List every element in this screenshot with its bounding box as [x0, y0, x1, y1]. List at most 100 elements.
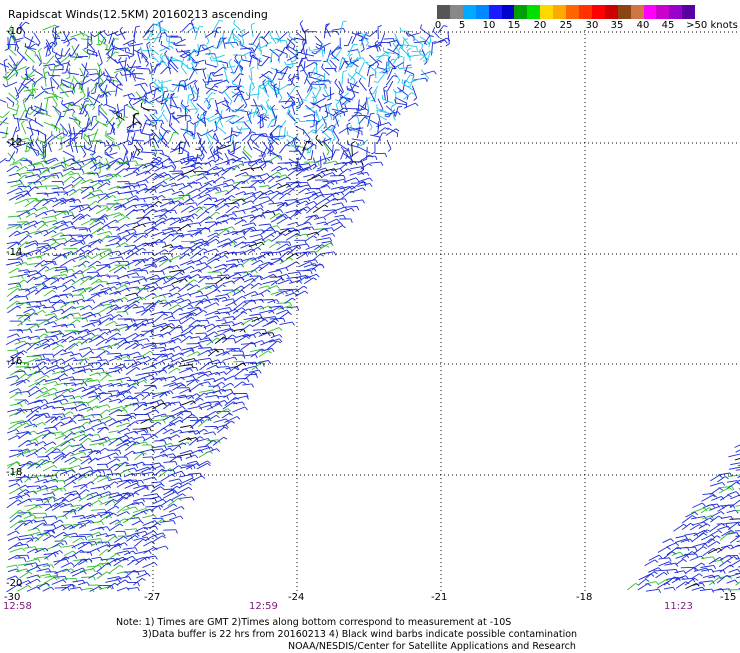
wind-barb: [169, 305, 178, 310]
wind-barb: [305, 49, 307, 59]
wind-barb: [63, 248, 76, 249]
wind-barb-flag: [45, 329, 47, 333]
wind-barb-flag: [81, 205, 84, 208]
wind-barb: [187, 158, 200, 160]
wind-barb-flag: [358, 112, 362, 114]
wind-barb-flag: [277, 243, 280, 245]
wind-barb-flag: [146, 270, 148, 274]
wind-barb-flag: [55, 381, 58, 384]
wind-barb: [161, 127, 169, 133]
wind-barb-flag: [187, 64, 188, 68]
wind-barb: [251, 267, 259, 273]
wind-barb: [207, 338, 217, 345]
wind-barb: [259, 224, 270, 225]
wind-barb: [241, 342, 252, 350]
wind-barb-flag: [46, 375, 49, 378]
wind-barb-flag: [169, 174, 172, 177]
wind-barb-flag: [227, 396, 229, 400]
wind-barb-flag: [193, 313, 196, 315]
wind-barb: [257, 60, 258, 70]
wind-barb: [347, 125, 348, 135]
wind-barb-flag: [315, 206, 318, 208]
wind-barb: [217, 308, 229, 310]
wind-barb-flag: [379, 47, 380, 51]
wind-barb-flag: [128, 265, 130, 269]
wind-barb-flag: [35, 52, 36, 56]
wind-barb: [224, 159, 234, 163]
wind-barb-flag: [56, 158, 59, 161]
wind-barb-flag: [232, 322, 234, 325]
wind-barb-flag: [101, 222, 104, 224]
wind-barb-flag: [136, 196, 139, 199]
wind-barb: [153, 354, 166, 355]
wind-barb: [37, 430, 48, 434]
wind-barb: [196, 177, 205, 181]
wind-barb-flag: [39, 390, 42, 392]
wind-barb-flag: [132, 70, 135, 73]
wind-barb-flag: [340, 222, 343, 225]
wind-barb-flag: [195, 64, 197, 68]
wind-barb: [16, 191, 27, 194]
wind-barb-flag: [84, 48, 88, 49]
wind-barb-flag: [82, 169, 84, 173]
wind-barb: [178, 276, 190, 279]
wind-barb-flag: [150, 351, 153, 353]
wind-barb-flag: [254, 223, 256, 226]
wind-barb-flag: [196, 367, 198, 371]
wind-barb-flag: [316, 135, 318, 139]
wind-barb: [196, 207, 203, 213]
wind-barb-flag: [307, 207, 310, 210]
wind-barb-flag: [210, 147, 213, 150]
wind-barb-flag: [269, 71, 272, 73]
wind-barb-flag: [193, 100, 197, 101]
wind-barb: [118, 55, 128, 56]
wind-barb: [235, 192, 244, 195]
wind-barb-flag: [45, 366, 48, 368]
wind-barb-flag: [101, 336, 104, 339]
wind-barb: [97, 183, 106, 189]
wind-barb-flag: [269, 361, 271, 364]
wind-barb: [198, 189, 207, 195]
wind-barb-flag: [59, 416, 62, 418]
wind-barb: [359, 62, 365, 73]
wind-barb: [45, 93, 56, 95]
wind-barb: [323, 153, 326, 162]
wind-barb: [3, 111, 10, 117]
wind-barb-flag: [138, 281, 140, 284]
wind-barb: [172, 377, 182, 382]
wind-barb: [109, 421, 119, 427]
wind-barb-flag: [18, 268, 21, 271]
wind-barb-flag: [53, 354, 55, 358]
wind-barb-flag: [156, 100, 159, 103]
wind-barb-flag: [311, 270, 313, 274]
wind-barb-flag: [355, 68, 356, 72]
wind-barb: [203, 70, 206, 79]
wind-barb: [54, 383, 65, 386]
wind-barb: [205, 395, 217, 397]
wind-barb: [70, 78, 73, 87]
wind-barb: [239, 88, 244, 99]
wind-barb: [303, 174, 313, 177]
wind-barb-flag: [344, 176, 346, 180]
wind-barb: [189, 320, 197, 327]
wind-barb-flag: [175, 210, 177, 214]
wind-barb-flag: [402, 79, 403, 83]
wind-barb: [312, 172, 322, 178]
wind-barb: [141, 265, 153, 270]
wind-barb: [37, 170, 47, 176]
wind-barb: [198, 348, 211, 349]
wind-barb: [69, 68, 70, 77]
wind-barb: [224, 376, 234, 381]
wind-barb-flag: [132, 94, 135, 97]
wind-barb: [4, 61, 6, 73]
wind-barb: [45, 417, 54, 423]
wind-barb-flag: [244, 237, 247, 240]
wind-barb-flag: [407, 48, 410, 50]
wind-barb: [150, 239, 159, 246]
wind-barb-flag: [51, 76, 55, 78]
wind-barb: [43, 381, 56, 385]
wind-barb-flag: [206, 211, 210, 213]
wind-barb-flag: [367, 97, 370, 99]
wind-barb-flag: [219, 386, 221, 390]
wind-barb: [222, 322, 233, 325]
